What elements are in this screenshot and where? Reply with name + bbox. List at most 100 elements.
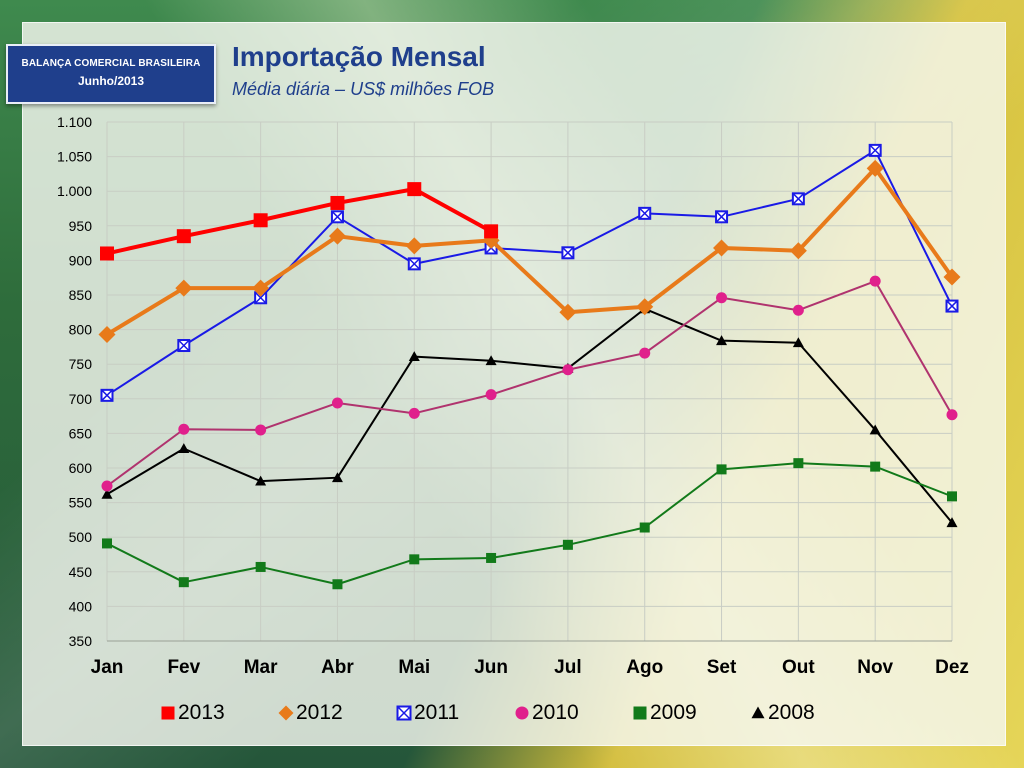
data-point [793, 458, 804, 469]
legend-marker [396, 705, 412, 721]
data-point-cross [254, 291, 267, 304]
data-point-cross [638, 207, 651, 220]
y-tick-label: 1.000 [57, 183, 92, 199]
x-tick-label: Mar [244, 657, 278, 678]
data-point [331, 472, 343, 483]
data-point [330, 210, 344, 224]
data-point [638, 206, 652, 220]
report-badge: BALANÇA COMERCIAL BRASILEIRA Junho/2013 [6, 44, 216, 104]
series-2009 [102, 458, 957, 590]
data-point [561, 246, 575, 260]
badge-date: Junho/2013 [77, 74, 145, 88]
data-point [332, 579, 343, 590]
data-point [255, 475, 267, 486]
data-point [868, 143, 882, 157]
legend-item-2011: 2011 [396, 700, 459, 726]
data-point [176, 229, 191, 244]
data-point [716, 464, 727, 475]
data-point [100, 246, 114, 261]
data-point [405, 237, 423, 255]
data-point-cross [869, 144, 882, 157]
x-tick-label: Jun [474, 657, 508, 678]
legend-marker [633, 706, 647, 720]
series-line [106, 149, 953, 397]
data-point [408, 351, 420, 361]
data-point [792, 304, 804, 316]
data-point [407, 257, 421, 271]
data-point-cross [100, 389, 114, 402]
y-tick-label: 850 [69, 287, 93, 303]
data-point [177, 339, 191, 353]
data-point [869, 424, 881, 435]
y-tick-label: 650 [69, 425, 93, 441]
data-point [869, 275, 881, 287]
data-point [175, 279, 193, 297]
y-tick-label: 450 [69, 564, 93, 580]
data-point [330, 195, 345, 210]
data-point [751, 706, 765, 719]
legend-marker-shape [161, 706, 175, 720]
x-tick-label: Set [707, 657, 737, 678]
legend-marker-shape [751, 706, 765, 719]
y-tick-label: 1.100 [57, 114, 92, 130]
x-tick-label: Fev [167, 657, 200, 678]
y-tick-label: 400 [69, 598, 93, 614]
data-point [278, 705, 294, 721]
series-line [105, 166, 954, 337]
data-point-cross [177, 339, 190, 352]
data-point [946, 409, 958, 421]
data-point [161, 706, 175, 720]
data-point-cross [715, 210, 728, 223]
data-point [486, 552, 497, 563]
series-2011 [100, 143, 959, 402]
data-point [409, 554, 420, 565]
legend-item-2012: 2012 [278, 700, 343, 726]
legend-item-2010: 2010 [514, 700, 579, 726]
x-tick-label: Out [782, 657, 815, 678]
data-point [178, 443, 190, 454]
series-2012 [98, 159, 961, 343]
page-subtitle: Média diária – US$ milhões FOB [232, 79, 495, 99]
data-point [639, 347, 651, 359]
data-point [866, 159, 884, 177]
data-point-cross [331, 210, 344, 223]
data-point [943, 268, 961, 286]
legend-label: 2008 [768, 701, 815, 724]
data-point [559, 303, 577, 321]
data-point [101, 480, 113, 492]
y-tick-label: 600 [69, 460, 93, 476]
data-point [396, 705, 412, 721]
y-tick-label: 950 [69, 218, 93, 234]
legend-marker [278, 705, 294, 721]
data-point [870, 461, 881, 472]
data-point [945, 299, 959, 313]
y-tick-label: 700 [69, 391, 93, 407]
series-2010 [101, 275, 958, 492]
data-point [515, 706, 529, 720]
data-point [636, 298, 654, 316]
chart-legend: 2013 2012 2011 2010 2009 2008 [160, 700, 860, 726]
x-tick-label: Nov [857, 657, 893, 678]
data-point [791, 192, 805, 206]
legend-label: 2011 [414, 701, 460, 724]
legend-marker-shape [396, 705, 412, 721]
y-tick-label: 900 [69, 252, 93, 268]
x-tick-label: Dez [935, 657, 969, 678]
x-tick-label: Jul [554, 657, 581, 678]
data-point [946, 517, 958, 528]
x-tick-label: Abr [321, 657, 354, 678]
data-point [715, 210, 729, 224]
data-point [331, 397, 343, 409]
data-point-cross [945, 300, 959, 313]
data-point [792, 337, 804, 348]
data-point [252, 279, 270, 297]
data-point [178, 577, 189, 588]
data-point [101, 488, 113, 499]
legend-marker [751, 706, 765, 719]
series-line [106, 187, 493, 256]
series-line [106, 307, 953, 524]
data-point [562, 364, 574, 376]
data-point [253, 213, 268, 228]
legend-item-2008: 2008 [750, 700, 815, 726]
